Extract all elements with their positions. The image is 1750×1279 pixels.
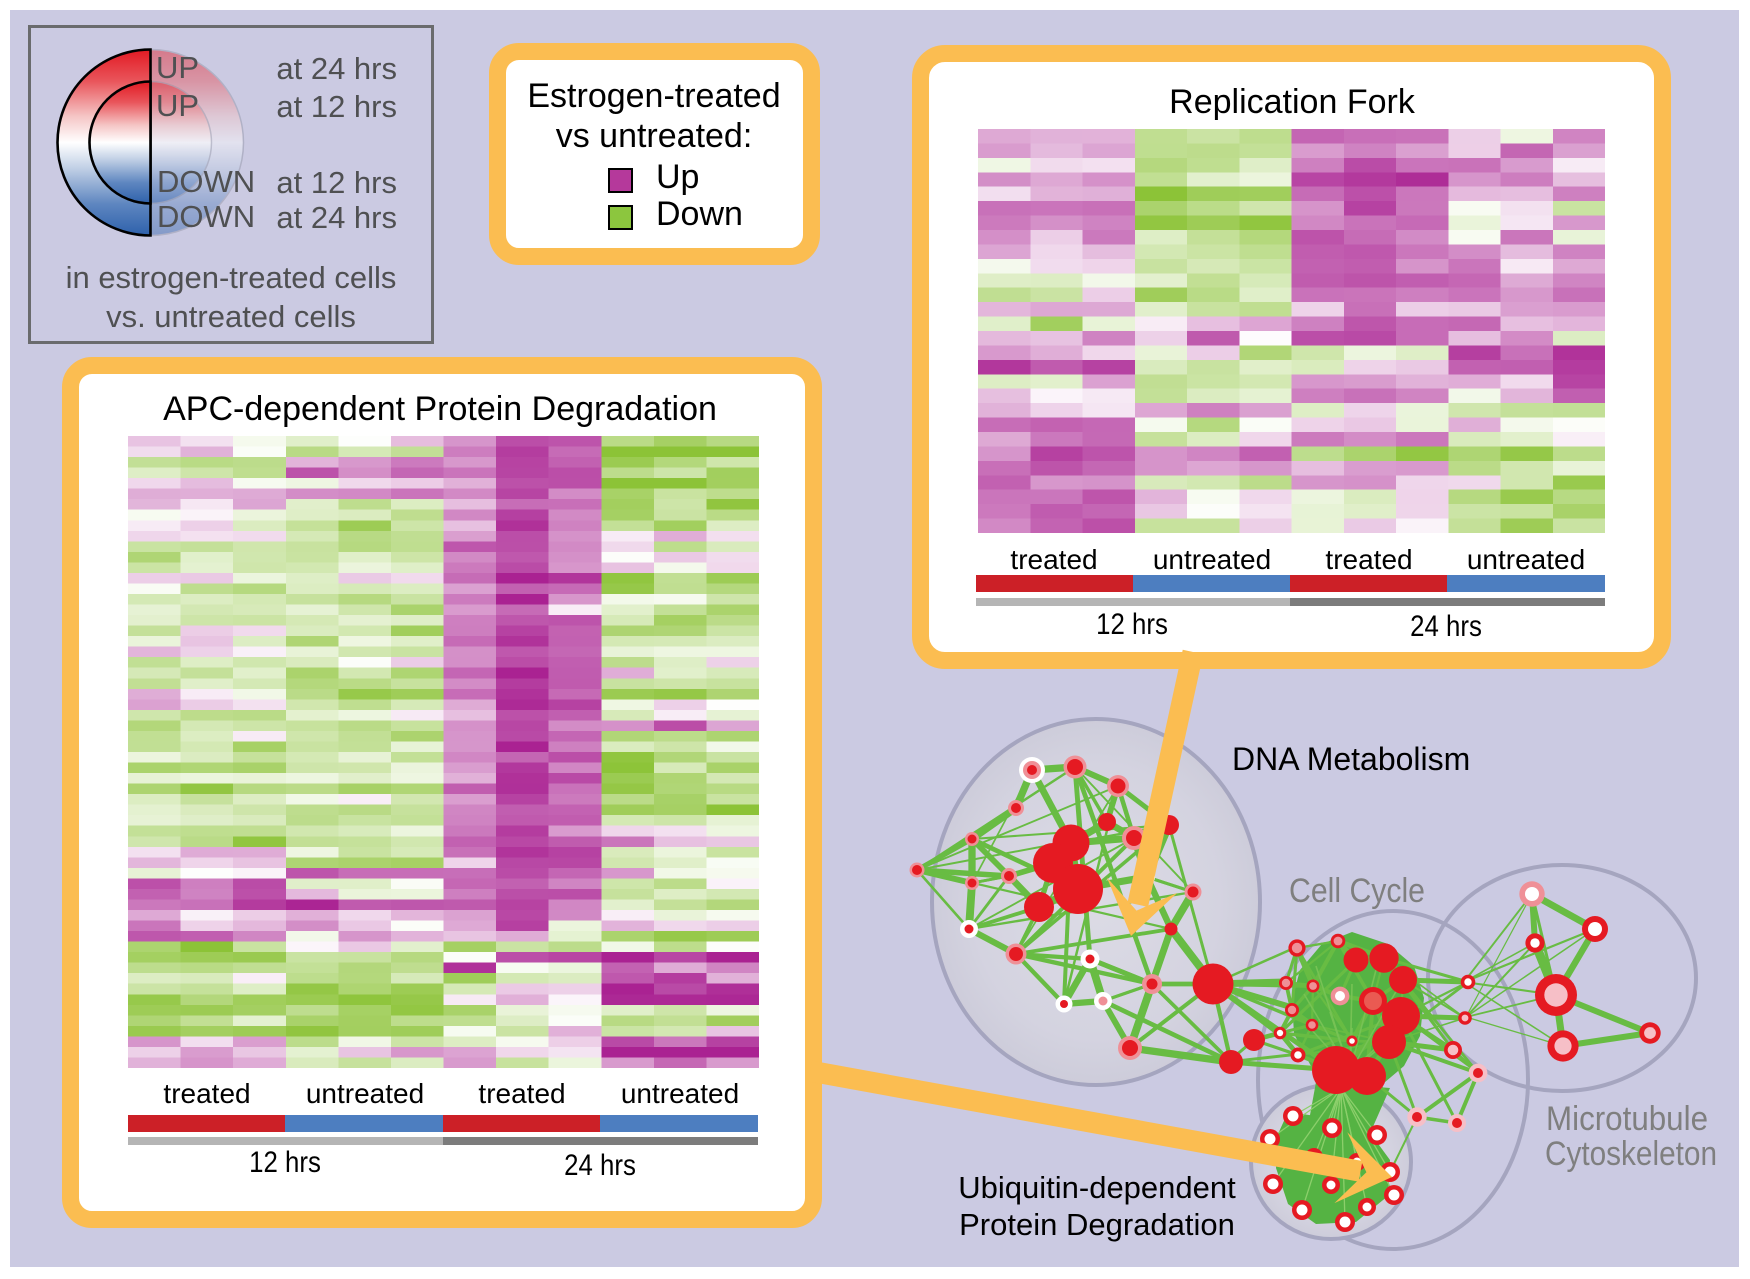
svg-text:Cytoskeleton: Cytoskeleton <box>1545 1135 1717 1173</box>
svg-text:Cell Cycle: Cell Cycle <box>1289 872 1425 910</box>
svg-text:Ubiquitin-dependent: Ubiquitin-dependent <box>958 1170 1236 1205</box>
svg-text:DNA Metabolism: DNA Metabolism <box>1232 741 1470 777</box>
svg-text:Microtubule: Microtubule <box>1546 1100 1708 1138</box>
svg-text:Protein Degradation: Protein Degradation <box>959 1207 1235 1242</box>
